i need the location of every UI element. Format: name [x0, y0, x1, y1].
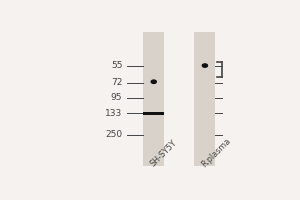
Text: 55: 55: [111, 61, 122, 70]
Bar: [143, 32, 164, 166]
Bar: [143, 112, 164, 115]
Ellipse shape: [202, 64, 208, 67]
Text: 250: 250: [105, 130, 122, 139]
Text: 72: 72: [111, 78, 122, 87]
Text: SH-SY5Y: SH-SY5Y: [148, 139, 179, 169]
Bar: [194, 32, 215, 166]
Text: 133: 133: [105, 109, 122, 118]
Text: 95: 95: [111, 93, 122, 102]
Ellipse shape: [151, 80, 156, 83]
Text: R.plasma: R.plasma: [200, 136, 232, 169]
